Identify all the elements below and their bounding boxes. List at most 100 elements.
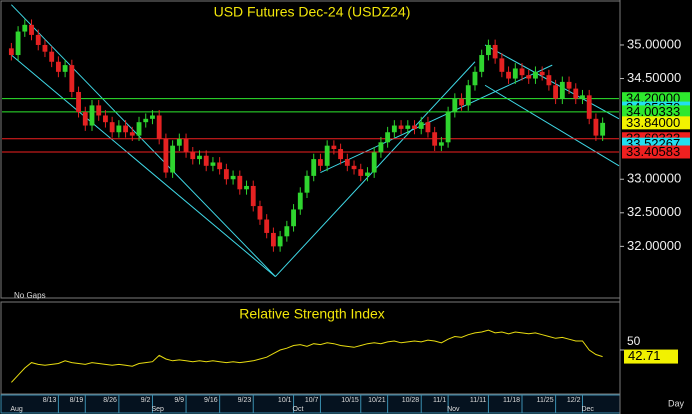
candle-body xyxy=(492,44,498,59)
candle-body xyxy=(257,206,263,220)
y-tick-label: 34.50000 xyxy=(627,70,681,85)
candle-body xyxy=(573,88,579,99)
month-label: Oct xyxy=(293,406,304,413)
candle-body xyxy=(136,122,142,136)
candle-body xyxy=(438,142,444,146)
x-tick-label: 12/2 xyxy=(567,397,581,404)
candle-body xyxy=(76,91,81,113)
level-label: 33.40583 xyxy=(626,144,680,159)
x-tick-label: 10/7 xyxy=(305,397,319,404)
candle-body xyxy=(418,122,424,129)
candle-body xyxy=(123,125,129,133)
candle-body xyxy=(385,132,391,143)
month-label: Nov xyxy=(447,406,460,413)
candle-body xyxy=(593,118,599,136)
candle-body xyxy=(539,71,545,76)
x-tick-label: 9/2 xyxy=(141,397,151,404)
trend-line xyxy=(11,4,276,277)
month-label: Sep xyxy=(151,406,164,413)
candle-body xyxy=(29,24,34,35)
candle-body xyxy=(324,145,330,166)
candle-body xyxy=(197,155,202,160)
candle-body xyxy=(600,122,606,136)
trend-line xyxy=(11,54,276,277)
chart-title: USD Futures Dec-24 (USDZ24) xyxy=(214,4,411,20)
candle-body xyxy=(217,162,223,170)
x-tick-label: 8/13 xyxy=(43,397,57,404)
level-label-box xyxy=(622,116,690,130)
candle-body xyxy=(391,125,397,133)
candle-body xyxy=(331,145,337,150)
y-tick-label: 35.00000 xyxy=(627,36,681,51)
candle-body xyxy=(580,95,585,99)
y-tick-label: 50 xyxy=(627,334,641,348)
value-label: 42.71 xyxy=(628,348,661,363)
trend-line xyxy=(320,64,553,173)
candle-body xyxy=(398,125,404,129)
candle-body xyxy=(170,145,176,173)
candle-body xyxy=(156,115,162,139)
candle-body xyxy=(291,209,296,227)
level-label-box xyxy=(622,105,690,119)
candle-body xyxy=(351,165,357,170)
candle-body xyxy=(512,68,518,79)
candle-body xyxy=(338,149,344,160)
candle-body xyxy=(465,85,471,106)
candle-body xyxy=(445,112,451,143)
candle-body xyxy=(519,68,525,76)
candle-body xyxy=(250,185,256,207)
candle-body xyxy=(109,122,115,133)
x-tick-label: 9/9 xyxy=(174,397,184,404)
y-tick-label: 32.00000 xyxy=(627,238,681,253)
candle-body xyxy=(499,58,505,72)
y-tick-label: 33.00000 xyxy=(627,171,681,186)
note: No Gaps xyxy=(14,291,46,300)
candle-body xyxy=(150,115,155,119)
candle-body xyxy=(35,34,41,45)
candle-body xyxy=(378,142,384,153)
candle-body xyxy=(479,55,485,72)
trend-line xyxy=(484,44,620,120)
candle-body xyxy=(8,48,14,56)
candle-body xyxy=(96,105,102,116)
candle-body xyxy=(526,75,532,79)
x-tick-label: 10/21 xyxy=(368,397,386,404)
candle-body xyxy=(472,71,478,86)
x-tick-label: 11/18 xyxy=(503,397,520,404)
x-tick-label: 8/19 xyxy=(70,397,84,404)
candle-body xyxy=(15,31,21,56)
candle-body xyxy=(459,98,464,106)
candle-body xyxy=(559,81,565,99)
x-tick-label: 10/15 xyxy=(341,397,359,404)
candle-body xyxy=(163,138,169,173)
candle-body xyxy=(103,115,108,123)
candle-body xyxy=(425,122,431,133)
candle-body xyxy=(311,159,317,176)
candle-body xyxy=(230,175,236,180)
candle-body xyxy=(452,98,458,113)
candle-body xyxy=(89,105,95,126)
candle-body xyxy=(210,162,216,166)
candle-body xyxy=(183,138,189,153)
x-tick-label: 11/11 xyxy=(470,397,487,404)
candle-body xyxy=(304,175,310,193)
x-tick-label: 11/1 xyxy=(433,397,446,404)
candle-body xyxy=(344,159,350,166)
candle-body xyxy=(143,118,149,123)
rsi-line xyxy=(11,329,603,383)
x-tick-label: 9/16 xyxy=(204,397,218,404)
candle-body xyxy=(116,125,122,133)
level-label: 34.00333 xyxy=(626,104,680,119)
candle-body xyxy=(42,44,48,52)
candle-body xyxy=(485,44,491,56)
candle-body xyxy=(176,138,182,146)
candle-body xyxy=(22,24,28,32)
candle-body xyxy=(277,236,283,247)
x-axis-label: Day xyxy=(668,398,685,408)
candle-body xyxy=(264,219,270,233)
candle-body xyxy=(412,125,417,129)
candle-body xyxy=(62,65,68,72)
candle-body xyxy=(49,51,55,62)
